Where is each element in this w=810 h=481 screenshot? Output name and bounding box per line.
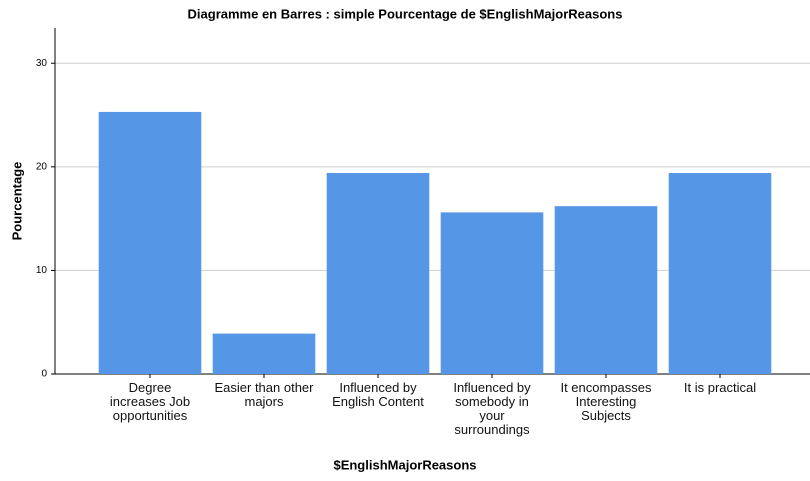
x-tick-label: Influenced by English Content	[332, 380, 424, 409]
x-axis-label: $EnglishMajorReasons	[333, 457, 476, 472]
x-tick-label: Degree increases Job opportunities	[109, 380, 191, 423]
y-tick-label: 20	[36, 161, 48, 172]
y-tick-label: 10	[36, 265, 48, 276]
bar	[212, 333, 316, 374]
y-axis-label: Pourcentage	[9, 162, 24, 241]
x-tick-label: Influenced by somebody in your surroundi…	[453, 380, 531, 437]
bar	[554, 206, 658, 374]
y-tick-label: 30	[36, 58, 48, 69]
y-tick-label: 0	[41, 369, 47, 380]
x-tick-label: It encompasses Interesting Subjects	[560, 380, 652, 423]
bar	[668, 173, 772, 374]
bar	[326, 173, 430, 374]
x-tick-label: Easier than other majors	[214, 380, 314, 409]
bar	[98, 111, 202, 374]
chart-title: Diagramme en Barres : simple Pourcentage…	[188, 6, 623, 21]
bar	[440, 212, 544, 374]
x-tick-label: It is practical	[683, 380, 757, 395]
